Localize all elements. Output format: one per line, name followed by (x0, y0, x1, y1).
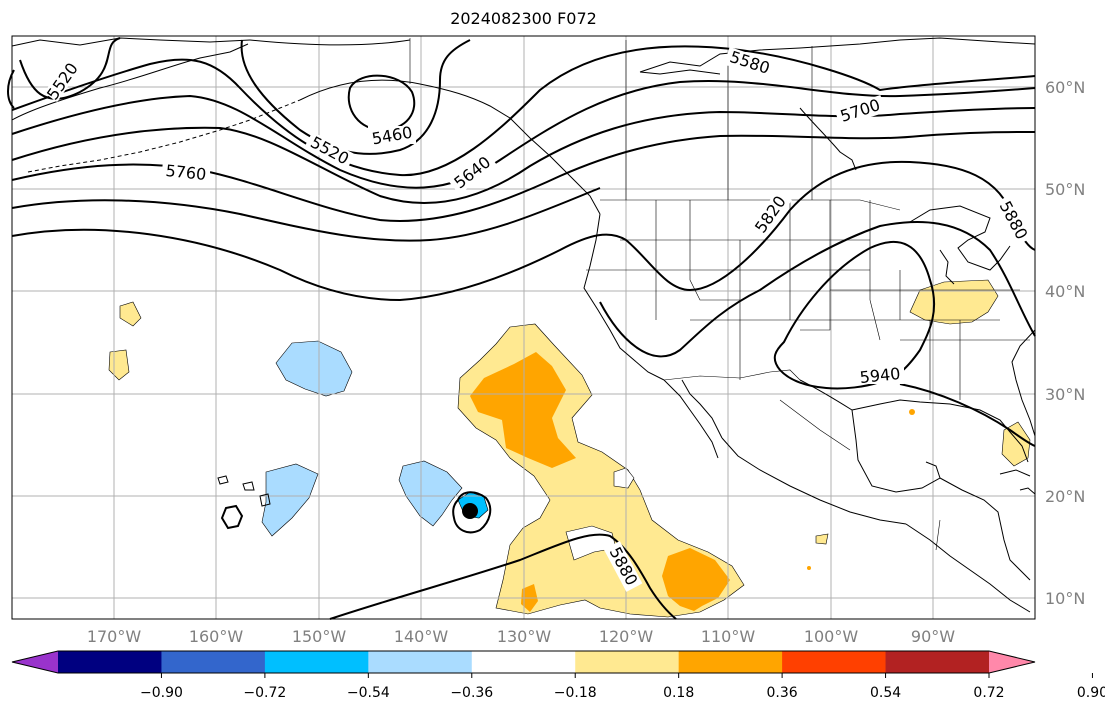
colorbar-outline (11, 650, 1036, 674)
colorbar-bin (58, 651, 162, 673)
contour-5880 (599, 221, 1036, 358)
great-lakes (939, 249, 955, 285)
contour-5760-south (11, 187, 601, 242)
aleutian-islands (27, 99, 301, 173)
coastline (299, 79, 601, 215)
colorbar-bin (575, 651, 680, 673)
coastline (11, 43, 249, 121)
mexico-state-border (935, 519, 941, 551)
coastline (851, 399, 1029, 463)
caribbean-islands (999, 469, 1031, 477)
coastline (663, 379, 719, 459)
longitude-labels: 170°W 160°W 150°W 140°W 130°W 120°W 110°… (87, 627, 955, 646)
contour-5520 (240, 39, 471, 155)
contour-5940 (773, 240, 936, 390)
great-lakes (909, 205, 1011, 271)
colorbar-tick-label: −0.36 (450, 685, 493, 701)
caribbean-islands (1019, 487, 1036, 495)
latitude-labels: 60°N 50°N 40°N 30°N 20°N 10°N (1045, 78, 1085, 608)
coastline (681, 379, 723, 439)
contour-5940-south (899, 383, 1036, 447)
longitude-label: 130°W (497, 627, 552, 646)
longitude-label: 150°W (292, 627, 347, 646)
contour-5640 (11, 79, 1036, 189)
coastline (905, 523, 1031, 613)
colorbar-bin (678, 651, 783, 673)
contour-label: 5940 (859, 364, 901, 387)
colorbar-bin (471, 651, 576, 673)
coastline (721, 437, 907, 525)
latitude-label: 30°N (1045, 385, 1085, 404)
mexico-state-border (779, 399, 851, 451)
contour-label: 5760 (165, 161, 207, 184)
latitude-label: 60°N (1045, 78, 1085, 97)
contour-5880-south (329, 533, 677, 620)
hawaii-island (242, 481, 255, 491)
storm-center-marker (462, 503, 478, 519)
coastline (249, 39, 411, 46)
coastline (1011, 329, 1036, 437)
positive-anomaly-region (1001, 421, 1031, 467)
hawaii-island (259, 493, 271, 507)
latitude-label: 40°N (1045, 282, 1085, 301)
map-frame (11, 35, 1036, 620)
colorbar-tick-label: 0.54 (870, 685, 901, 701)
positive-anomaly-core (662, 548, 730, 611)
latitude-label: 10°N (1045, 589, 1085, 608)
island-closed-contour (220, 504, 244, 530)
colorbar-tick-label: 0.90 (1077, 685, 1105, 701)
colorbar-tick-label: 0.18 (663, 685, 694, 701)
colorbar-tick-label: −0.18 (554, 685, 597, 701)
state-border (800, 200, 831, 331)
contour-5700 (11, 107, 1036, 204)
state-border (869, 200, 881, 341)
longitude-label: 110°W (701, 627, 756, 646)
height-contours (7, 37, 1036, 620)
positive-anomaly-region (119, 301, 142, 327)
hurricane-closed-contour (452, 491, 492, 534)
colorbar-bin (368, 651, 473, 673)
positive-anomaly-region (815, 533, 829, 545)
contour-5520 (19, 37, 121, 100)
colorbar-tick-label: −0.54 (347, 685, 390, 701)
longitude-label: 170°W (87, 627, 142, 646)
coastline (639, 69, 721, 75)
colorbar: −0.90 −0.72 −0.54 −0.36 −0.18 0.18 0.36 0.54 0.7… (11, 650, 1105, 701)
us-mexico-border (663, 369, 801, 381)
colorbar-extension-low (12, 651, 58, 673)
coastline (583, 213, 665, 381)
colorbar-tick-label: −0.72 (243, 685, 286, 701)
contour-5820 (11, 160, 1036, 302)
colorbar-tick-label: 0.36 (767, 685, 798, 701)
positive-anomaly-core (909, 409, 915, 415)
longitude-label: 90°W (911, 627, 955, 646)
anomaly-hole (613, 467, 635, 489)
negative-anomaly-region (261, 463, 319, 537)
longitude-label: 120°W (599, 627, 654, 646)
negative-anomaly-region (398, 460, 463, 527)
hawaii-island (217, 475, 229, 485)
colorbar-bin (782, 651, 887, 673)
colorbar-bin (161, 651, 266, 673)
colorbar-extension-high (989, 651, 1035, 673)
longitude-label: 160°W (189, 627, 244, 646)
gridlines (12, 36, 1035, 619)
colorbar-bin (885, 651, 990, 673)
latitude-label: 50°N (1045, 180, 1085, 199)
colorbar-bin (264, 651, 369, 673)
latitude-label: 20°N (1045, 487, 1085, 506)
contour-5580 (11, 45, 1036, 177)
colorbar-tick-label: 0.72 (973, 685, 1004, 701)
coastline (799, 107, 857, 171)
coastline (939, 477, 1031, 581)
longitude-label: 100°W (804, 627, 859, 646)
map-title: 2024082300 F072 (450, 9, 597, 28)
positive-anomaly-core (470, 352, 576, 468)
colorbar-tick-label: −0.90 (140, 685, 183, 701)
contour-5460 (347, 74, 416, 132)
positive-anomaly-core (807, 566, 811, 570)
longitude-label: 140°W (394, 627, 449, 646)
coastline (639, 37, 1036, 73)
